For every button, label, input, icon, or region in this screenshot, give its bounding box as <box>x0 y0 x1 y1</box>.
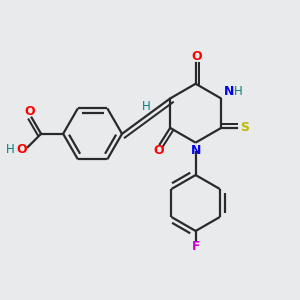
Text: H: H <box>234 85 243 98</box>
Text: N: N <box>224 85 235 98</box>
Text: N: N <box>190 144 201 158</box>
Text: O: O <box>153 144 164 157</box>
Text: F: F <box>191 240 200 253</box>
Text: H: H <box>142 100 151 113</box>
Text: S: S <box>240 122 249 134</box>
Text: O: O <box>25 105 35 118</box>
Text: O: O <box>192 50 203 63</box>
Text: H: H <box>6 143 15 156</box>
Text: O: O <box>16 143 27 156</box>
